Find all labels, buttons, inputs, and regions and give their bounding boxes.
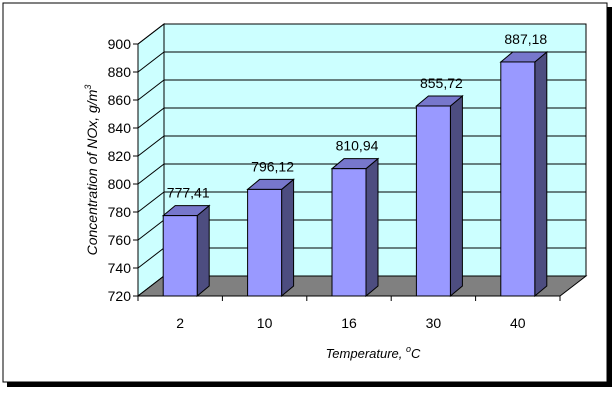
x-tick-label: 40 — [510, 315, 526, 331]
gridline — [137, 51, 586, 73]
bar — [246, 178, 295, 298]
y-tick-label: 740 — [108, 260, 132, 276]
bar-front — [415, 105, 451, 297]
y-tick-label: 720 — [108, 288, 132, 304]
bar-front — [500, 61, 536, 297]
y-tick-label: 840 — [108, 120, 132, 136]
y-tick-label: 780 — [108, 204, 132, 220]
gridline — [137, 23, 586, 45]
bar-side — [281, 178, 295, 298]
bar-side — [534, 50, 548, 298]
gridline — [137, 79, 586, 101]
y-tick-label: 900 — [108, 36, 132, 52]
side-wall — [137, 22, 165, 298]
bar-front — [247, 188, 283, 297]
x-tick-label: 16 — [341, 315, 357, 331]
bar-side — [365, 157, 379, 298]
bar — [499, 50, 549, 298]
y-tick-label: 760 — [108, 232, 132, 248]
y-axis-ticks: 720 740 760 780 800 820 840 860 880 900 — [108, 36, 138, 304]
bars: 777,41 796,12 810,94 855,72 887,18 — [161, 31, 549, 298]
x-axis-title: Temperature, oC — [326, 344, 421, 361]
bar-value-label: 777,41 — [167, 185, 210, 201]
bar-front — [162, 215, 198, 297]
y-tick-label: 820 — [108, 148, 132, 164]
y-tick-label: 880 — [108, 64, 132, 80]
bar-value-label: 796,12 — [251, 158, 294, 174]
y-axis-title: Concentration of NOx, g/m3 — [83, 85, 100, 256]
bar-front — [331, 168, 367, 297]
x-tick-label: 30 — [426, 315, 442, 331]
bar — [161, 204, 211, 298]
x-axis-title-unit: C — [411, 346, 421, 361]
y-tick-label: 800 — [108, 176, 132, 192]
x-axis-title-superscript: o — [406, 344, 411, 354]
bar-value-label: 810,94 — [336, 138, 379, 154]
x-tick-label: 2 — [176, 315, 184, 331]
bar-value-label: 887,18 — [504, 31, 547, 47]
bar — [415, 94, 464, 298]
y-axis-title-superscript: 3 — [83, 85, 93, 90]
y-axis-title-text: Concentration of NOx, g/m — [84, 89, 100, 255]
y-tick-label: 860 — [108, 92, 132, 108]
x-tick-label: 10 — [257, 315, 273, 331]
bar-value-label: 855,72 — [420, 75, 463, 91]
bar-side — [196, 204, 210, 298]
x-axis-title-text: Temperature, — [326, 346, 406, 361]
x-axis-ticks: 2 10 16 30 40 — [137, 295, 561, 331]
bar-side — [449, 94, 463, 298]
bar — [330, 157, 380, 298]
